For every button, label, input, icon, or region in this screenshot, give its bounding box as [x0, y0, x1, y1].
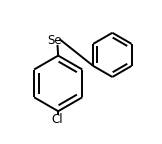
Text: Se: Se: [47, 34, 62, 47]
Text: Cl: Cl: [52, 113, 63, 126]
